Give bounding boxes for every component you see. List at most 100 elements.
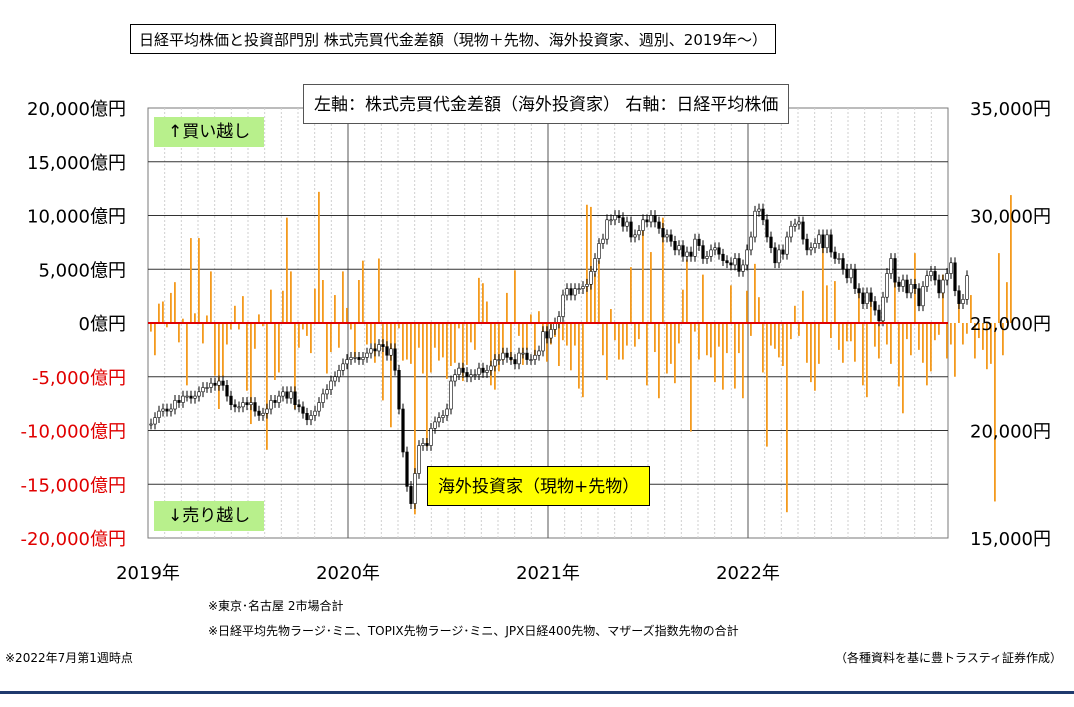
candle-body <box>577 288 581 290</box>
candle-body <box>161 408 165 412</box>
candle-body <box>357 357 361 360</box>
flow-bar <box>590 206 592 323</box>
nikkei-candles <box>149 203 969 509</box>
candle-body <box>549 329 553 339</box>
flow-bar <box>970 295 972 323</box>
candle-body <box>905 279 909 294</box>
candle-body <box>229 395 233 406</box>
note-as-of: ※2022年7月第1週時点 <box>5 651 133 665</box>
flow-bar <box>670 323 672 364</box>
right-tick-label: 20,000円 <box>970 422 1051 443</box>
flow-bar <box>398 323 400 329</box>
x-axis-year-labels: 2019年 2020年 2021年 2022年 <box>116 563 780 584</box>
flow-bar <box>874 323 876 347</box>
candle-body <box>661 228 665 238</box>
candle-body <box>425 443 429 446</box>
flow-bar <box>334 295 336 323</box>
flow-bar <box>382 323 384 401</box>
candle-body <box>885 273 889 298</box>
candle-body <box>625 221 629 227</box>
right-tick-label: 25,000円 <box>970 314 1051 335</box>
candle-body <box>597 243 601 259</box>
candle-body <box>933 271 937 281</box>
sell-label: ↓売り越し <box>154 501 265 531</box>
flow-bar <box>682 289 684 323</box>
candle-body <box>877 309 881 322</box>
flow-bar <box>998 253 1000 323</box>
flow-bar <box>454 323 456 363</box>
candle-body <box>785 236 789 255</box>
candle-body <box>513 359 517 365</box>
candle-body <box>413 473 417 504</box>
candle-body <box>853 268 857 289</box>
flow-bar <box>710 323 712 358</box>
left-axis-ticks: 20,000億円 15,000億円 10,000億円 5,000億円 0億円 -5,000… <box>21 99 126 550</box>
flow-bar <box>302 323 304 330</box>
flow-bar <box>514 270 516 323</box>
flow-bar <box>178 323 180 343</box>
flow-bar <box>570 323 572 371</box>
flow-bar <box>866 323 868 398</box>
source-note: （各種資料を基に豊トラスティ証券作成） <box>834 651 1062 665</box>
candle-body <box>177 400 181 403</box>
candle-body <box>201 387 205 393</box>
flow-bar <box>458 323 460 329</box>
flow-bar <box>214 323 216 376</box>
flow-bar <box>946 323 948 359</box>
candle-body <box>613 215 617 221</box>
flow-bar <box>406 323 408 360</box>
flow-bar <box>418 323 420 348</box>
candle-body <box>373 348 377 352</box>
flow-bar <box>402 323 404 361</box>
candle-body <box>617 215 621 218</box>
flow-bar <box>634 323 636 347</box>
candle-body <box>697 238 701 246</box>
flow-bar <box>274 323 276 380</box>
flow-bar <box>654 323 656 353</box>
flow-bar <box>498 323 500 372</box>
candle-body <box>401 408 405 453</box>
flow-bar <box>746 290 748 323</box>
candle-body <box>185 395 189 398</box>
flow-bar <box>762 323 764 373</box>
flow-bar <box>594 273 596 323</box>
flow-bar <box>370 323 372 344</box>
candle-body <box>825 234 829 249</box>
candle-body <box>325 389 329 395</box>
candle-body <box>377 344 381 352</box>
flow-bar <box>306 323 308 336</box>
candle-body <box>721 253 725 261</box>
flow-bar <box>650 252 652 323</box>
left-tick-label: 20,000億円 <box>27 99 126 120</box>
flow-bar <box>478 277 480 323</box>
candle-body <box>925 275 929 287</box>
right-tick-label: 30,000円 <box>970 207 1051 228</box>
candle-body <box>949 262 953 274</box>
candle-body <box>213 382 217 386</box>
flow-bar <box>254 323 256 349</box>
flow-bar <box>722 323 724 390</box>
candle-body <box>169 408 173 412</box>
flow-bar <box>246 323 248 391</box>
candle-body <box>537 350 541 356</box>
candle-body <box>717 247 721 255</box>
flow-bar <box>894 275 896 323</box>
left-tick-label: -5,000億円 <box>32 368 126 389</box>
flow-bar <box>830 323 832 339</box>
flow-bar <box>410 323 412 364</box>
candle-body <box>941 279 945 294</box>
candle-body <box>741 264 745 272</box>
flow-bar <box>530 314 532 323</box>
flow-bar <box>826 285 828 323</box>
candle-body <box>253 402 257 412</box>
flow-bar <box>518 323 520 336</box>
flow-bar <box>606 323 608 380</box>
year-label: 2019年 <box>116 563 180 584</box>
candle-body <box>921 286 925 307</box>
left-tick-label: 5,000億円 <box>38 260 126 281</box>
candle-body <box>629 221 633 238</box>
flow-bar <box>742 323 744 399</box>
candle-body <box>857 288 861 294</box>
candle-body <box>957 290 961 304</box>
candle-body <box>581 286 585 289</box>
